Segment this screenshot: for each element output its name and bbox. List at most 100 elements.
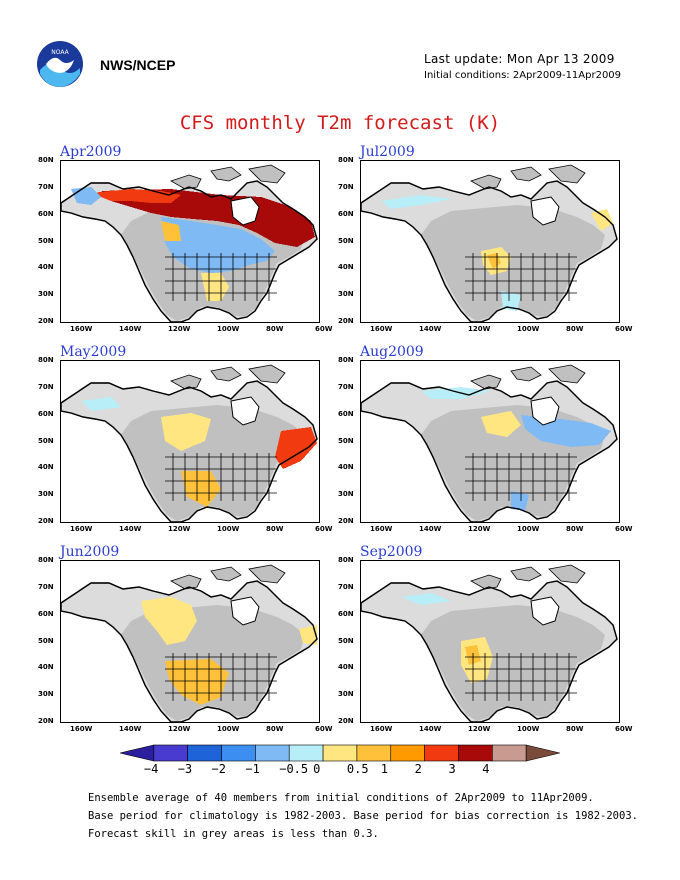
low-skill-north <box>361 381 617 522</box>
lon-label: 100W <box>217 525 240 533</box>
lat-label: 30N <box>338 690 354 699</box>
anomaly-region <box>275 427 317 469</box>
hudson-bay <box>530 596 560 626</box>
forecast-map <box>360 560 620 723</box>
lon-label: 80W <box>266 325 284 333</box>
lat-label: 80N <box>338 556 354 564</box>
coastline <box>361 380 618 522</box>
lon-label: 60W <box>615 725 633 733</box>
lat-label: 60N <box>38 609 54 618</box>
legend-swatch <box>153 744 188 762</box>
lat-label: 20N <box>38 717 54 725</box>
legend-swatch <box>288 744 324 762</box>
anomaly-region <box>81 397 121 411</box>
anomaly-region <box>101 189 315 247</box>
lat-label: 40N <box>338 663 354 672</box>
hudson-bay <box>230 396 260 426</box>
lat-label: 40N <box>38 263 54 272</box>
lon-label: 60W <box>315 325 333 333</box>
lon-label: 160W <box>370 525 393 533</box>
lon-label: 120W <box>168 325 191 333</box>
lat-label: 50N <box>38 636 54 645</box>
legend-label: 0 <box>313 762 321 776</box>
hudson-bay <box>230 596 260 626</box>
coastline <box>361 180 618 322</box>
lon-label: 60W <box>615 325 633 333</box>
panel-label: Apr2009 <box>60 144 122 160</box>
arctic-islands <box>470 564 586 590</box>
lat-label: 70N <box>38 582 54 591</box>
lat-label: 40N <box>38 663 54 672</box>
lat-label: 30N <box>38 290 54 299</box>
legend-swatch <box>492 744 527 762</box>
lat-label: 30N <box>338 290 354 299</box>
panel-label: Sep2009 <box>360 544 423 560</box>
lon-label: 120W <box>468 725 491 733</box>
legend-swatch <box>356 744 392 762</box>
legend-swatch <box>458 744 493 762</box>
lon-label: 80W <box>266 525 284 533</box>
lat-label: 60N <box>338 409 354 418</box>
anomaly-region <box>381 195 451 209</box>
lon-label: 120W <box>168 725 191 733</box>
lat-label: 20N <box>338 517 354 525</box>
lat-label: 20N <box>38 317 54 325</box>
forecast-map <box>60 560 320 723</box>
lon-label: 140W <box>119 325 142 333</box>
lat-label: 30N <box>38 690 54 699</box>
panel-label: Jul2009 <box>360 144 415 160</box>
legend-label: −0.5 <box>279 762 309 776</box>
arctic-islands <box>470 164 586 190</box>
map-canvas <box>61 564 318 722</box>
lon-label: 160W <box>70 725 93 733</box>
coastline <box>61 180 318 322</box>
anomaly-region <box>421 387 491 399</box>
lon-label: 100W <box>217 725 240 733</box>
anomaly-region <box>591 209 613 231</box>
map-canvas <box>361 164 618 322</box>
lat-label: 40N <box>338 463 354 472</box>
anomaly-region <box>161 217 275 273</box>
legend-label: 4 <box>482 762 490 776</box>
lon-label: 140W <box>419 725 442 733</box>
lon-label: 100W <box>217 325 240 333</box>
lat-label: 80N <box>338 156 354 164</box>
lon-label: 160W <box>70 525 93 533</box>
legend-swatch <box>525 744 561 762</box>
legend-swatch <box>119 744 155 762</box>
legend-swatch <box>221 744 256 762</box>
legend-label: −4 <box>143 762 159 776</box>
lon-label: 80W <box>566 325 584 333</box>
legend-swatch <box>424 744 459 762</box>
lat-label: 30N <box>338 490 354 499</box>
lat-label: 20N <box>338 317 354 325</box>
footer-line-3: Forecast skill in grey areas is less tha… <box>88 828 379 840</box>
initial-conditions: Initial conditions: 2Apr2009-11Apr2009 <box>424 70 622 81</box>
lon-label: 80W <box>566 525 584 533</box>
lon-label: 100W <box>517 325 540 333</box>
anomaly-region <box>501 291 521 311</box>
arctic-islands <box>470 364 586 390</box>
lon-label: 100W <box>517 725 540 733</box>
anomaly-region <box>401 593 451 605</box>
lat-label: 40N <box>38 463 54 472</box>
legend-label: 0.5 <box>346 762 369 776</box>
legend-bar <box>119 744 561 762</box>
forecast-map <box>60 360 320 523</box>
anomaly-region <box>481 411 521 437</box>
lat-label: 60N <box>338 609 354 618</box>
anomaly-region <box>201 273 229 301</box>
legend-swatch <box>255 744 290 762</box>
legend-swatch <box>322 744 358 762</box>
last-update: Last update: Mon Apr 13 2009 <box>424 52 615 66</box>
lon-label: 140W <box>119 725 142 733</box>
forecast-map <box>360 160 620 323</box>
map-canvas <box>61 164 318 322</box>
lon-label: 120W <box>468 525 491 533</box>
legend-label: 1 <box>380 762 388 776</box>
lat-label: 80N <box>338 356 354 364</box>
legend-label: −3 <box>177 762 193 776</box>
lat-label: 80N <box>38 356 54 364</box>
arctic-islands <box>170 164 286 190</box>
lat-label: 70N <box>338 582 354 591</box>
